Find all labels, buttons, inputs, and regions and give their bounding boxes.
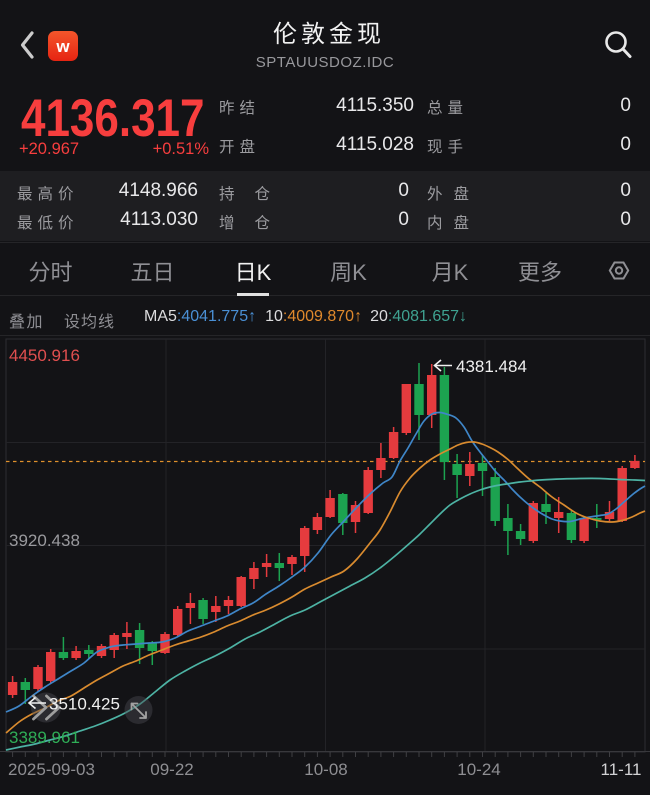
svg-text:4381.484: 4381.484 <box>456 357 527 376</box>
svg-text:w: w <box>55 37 70 56</box>
svg-text:3389.961: 3389.961 <box>9 728 80 747</box>
svg-text:10-08: 10-08 <box>304 760 347 779</box>
svg-text:3920.438: 3920.438 <box>9 531 80 550</box>
svg-text:11-11: 11-11 <box>601 760 642 779</box>
svg-text:09-22: 09-22 <box>150 760 193 779</box>
svg-text:10-24: 10-24 <box>457 760 500 779</box>
svg-text:3510.425: 3510.425 <box>49 695 120 714</box>
svg-text:4450.916: 4450.916 <box>9 346 80 365</box>
svg-text:2025-09-03: 2025-09-03 <box>8 760 95 779</box>
